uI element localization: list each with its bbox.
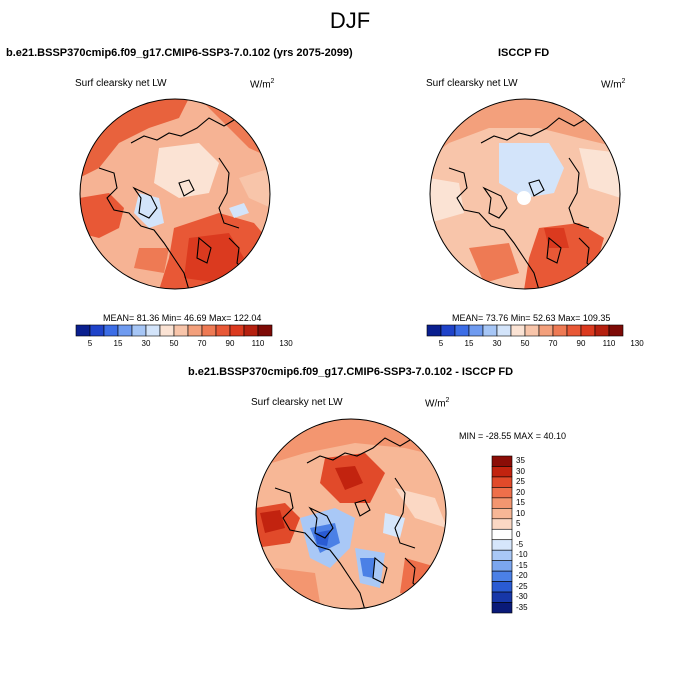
diff-colorbar-tick-label: -15 (516, 560, 528, 570)
diff-colorbar-swatch (491, 476, 513, 488)
diff-colorbar (491, 455, 513, 614)
diff-colorbar-tick-label: -35 (516, 602, 528, 612)
model-colorbar-tick-label: 70 (197, 339, 207, 348)
model-units-label: W/m2 (250, 78, 275, 91)
model-colorbar-swatch (131, 324, 147, 337)
obs-colorbar-swatch (468, 324, 484, 337)
diff-colorbar-swatch (491, 528, 513, 541)
diff-polar-map (255, 418, 447, 610)
obs-colorbar-tick-label: 70 (548, 339, 558, 348)
diff-colorbar-tick-label: 20 (516, 487, 525, 497)
diff-colorbar-tick-label: -30 (516, 592, 528, 602)
obs-units-label: W/m2 (601, 78, 626, 91)
figure-title: DJF (329, 8, 371, 33)
model-colorbar-swatch (201, 324, 217, 337)
obs-colorbar-swatch (580, 324, 596, 337)
diff-colorbar-tick-label: -5 (516, 539, 524, 549)
model-colorbar-swatch (173, 324, 189, 337)
obs-colorbar-swatch (524, 324, 540, 337)
obs-colorbar-swatch (426, 324, 442, 337)
obs-colorbar-swatch (566, 324, 582, 337)
obs-colorbar-tick-label: 50 (520, 339, 530, 348)
diff-colorbar-swatch (491, 549, 513, 561)
obs-colorbar-tick-label: 90 (576, 339, 586, 348)
model-variable-label: Surf clearsky net LW (75, 78, 167, 89)
diff-colorbar-swatch (491, 570, 513, 582)
diff-colorbar-swatch (491, 581, 513, 593)
diff-colorbar-swatch (491, 602, 513, 614)
diff-colorbar-tick-label: 15 (516, 498, 525, 508)
diff-colorbar-swatch (491, 539, 513, 551)
diff-colorbar-tick-label: 0 (516, 529, 521, 539)
model-colorbar-swatch (215, 324, 231, 337)
model-panel-title: b.e21.BSSP370cmip6.f09_g17.CMIP6-SSP3-7.… (6, 47, 353, 59)
obs-colorbar-tick-label: 30 (492, 339, 502, 348)
obs-colorbar-tick-label: 130 (630, 339, 644, 348)
model-colorbar-tick-label: 50 (169, 339, 179, 348)
model-colorbar-tick-label: 130 (279, 339, 293, 348)
model-colorbar-swatch (229, 324, 245, 337)
model-colorbar-swatch (257, 324, 273, 337)
model-colorbar-tick-label: 30 (141, 339, 151, 348)
diff-colorbar-tick-label: 30 (516, 466, 525, 476)
obs-colorbar-tick-label: 15 (464, 339, 474, 348)
obs-colorbar-swatch (482, 324, 498, 337)
obs-variable-label: Surf clearsky net LW (426, 78, 518, 89)
model-colorbar-tick-label: 90 (225, 339, 235, 348)
diff-colorbar-tick-label: 25 (516, 477, 525, 487)
diff-units-label: W/m2 (425, 397, 450, 410)
diff-colorbar-swatch (491, 497, 513, 509)
model-colorbar-swatch (117, 324, 133, 337)
diff-colorbar-swatch (491, 591, 513, 603)
diff-colorbar-swatch (491, 487, 513, 499)
diff-colorbar-swatch (491, 466, 513, 478)
model-polar-map (79, 98, 271, 290)
obs-colorbar (426, 324, 624, 337)
diff-colorbar-tick-label: 5 (516, 519, 521, 529)
diff-colorbar-swatch (491, 455, 513, 467)
model-colorbar (75, 324, 273, 337)
obs-colorbar-swatch (496, 324, 512, 337)
model-stats-text: MEAN= 81.36 Min= 46.69 Max= 122.04 (103, 313, 262, 323)
diff-colorbar-tick-label: -20 (516, 571, 528, 581)
diff-panel-title: b.e21.BSSP370cmip6.f09_g17.CMIP6-SSP3-7.… (188, 366, 514, 378)
diff-colorbar-tick-label: 10 (516, 508, 525, 518)
diff-colorbar-tick-label: -25 (516, 581, 528, 591)
obs-panel-title: ISCCP FD (498, 47, 550, 59)
model-colorbar-swatch (75, 324, 91, 337)
diff-variable-label: Surf clearsky net LW (251, 397, 343, 408)
model-colorbar-swatch (159, 324, 175, 337)
model-colorbar-tick-label: 5 (87, 339, 93, 348)
model-colorbar-swatch (243, 324, 259, 337)
diff-colorbar-tick-label: -10 (516, 550, 528, 560)
obs-stats-text: MEAN= 73.76 Min= 52.63 Max= 109.35 (452, 313, 611, 323)
model-colorbar-swatch (103, 324, 119, 337)
model-colorbar-swatch (89, 324, 105, 337)
model-colorbar-tick-label: 110 (251, 339, 265, 348)
obs-colorbar-swatch (608, 324, 624, 337)
obs-colorbar-swatch (510, 324, 526, 337)
model-colorbar-swatch (187, 324, 203, 337)
obs-colorbar-swatch (454, 324, 470, 337)
obs-colorbar-tick-label: 5 (438, 339, 444, 348)
diff-colorbar-swatch (491, 560, 513, 572)
diff-colorbar-swatch (491, 518, 513, 530)
obs-colorbar-swatch (440, 324, 456, 337)
diff-colorbar-swatch (491, 508, 513, 520)
obs-colorbar-swatch (552, 324, 568, 337)
obs-colorbar-tick-label: 110 (602, 339, 616, 348)
obs-colorbar-swatch (538, 324, 554, 337)
obs-polar-map (429, 98, 621, 290)
diff-colorbar-tick-label: 35 (516, 456, 525, 466)
obs-colorbar-swatch (594, 324, 610, 337)
model-colorbar-swatch (145, 324, 161, 337)
model-colorbar-tick-label: 15 (113, 339, 123, 348)
diff-stats-text: MIN = -28.55 MAX = 40.10 (459, 431, 567, 441)
